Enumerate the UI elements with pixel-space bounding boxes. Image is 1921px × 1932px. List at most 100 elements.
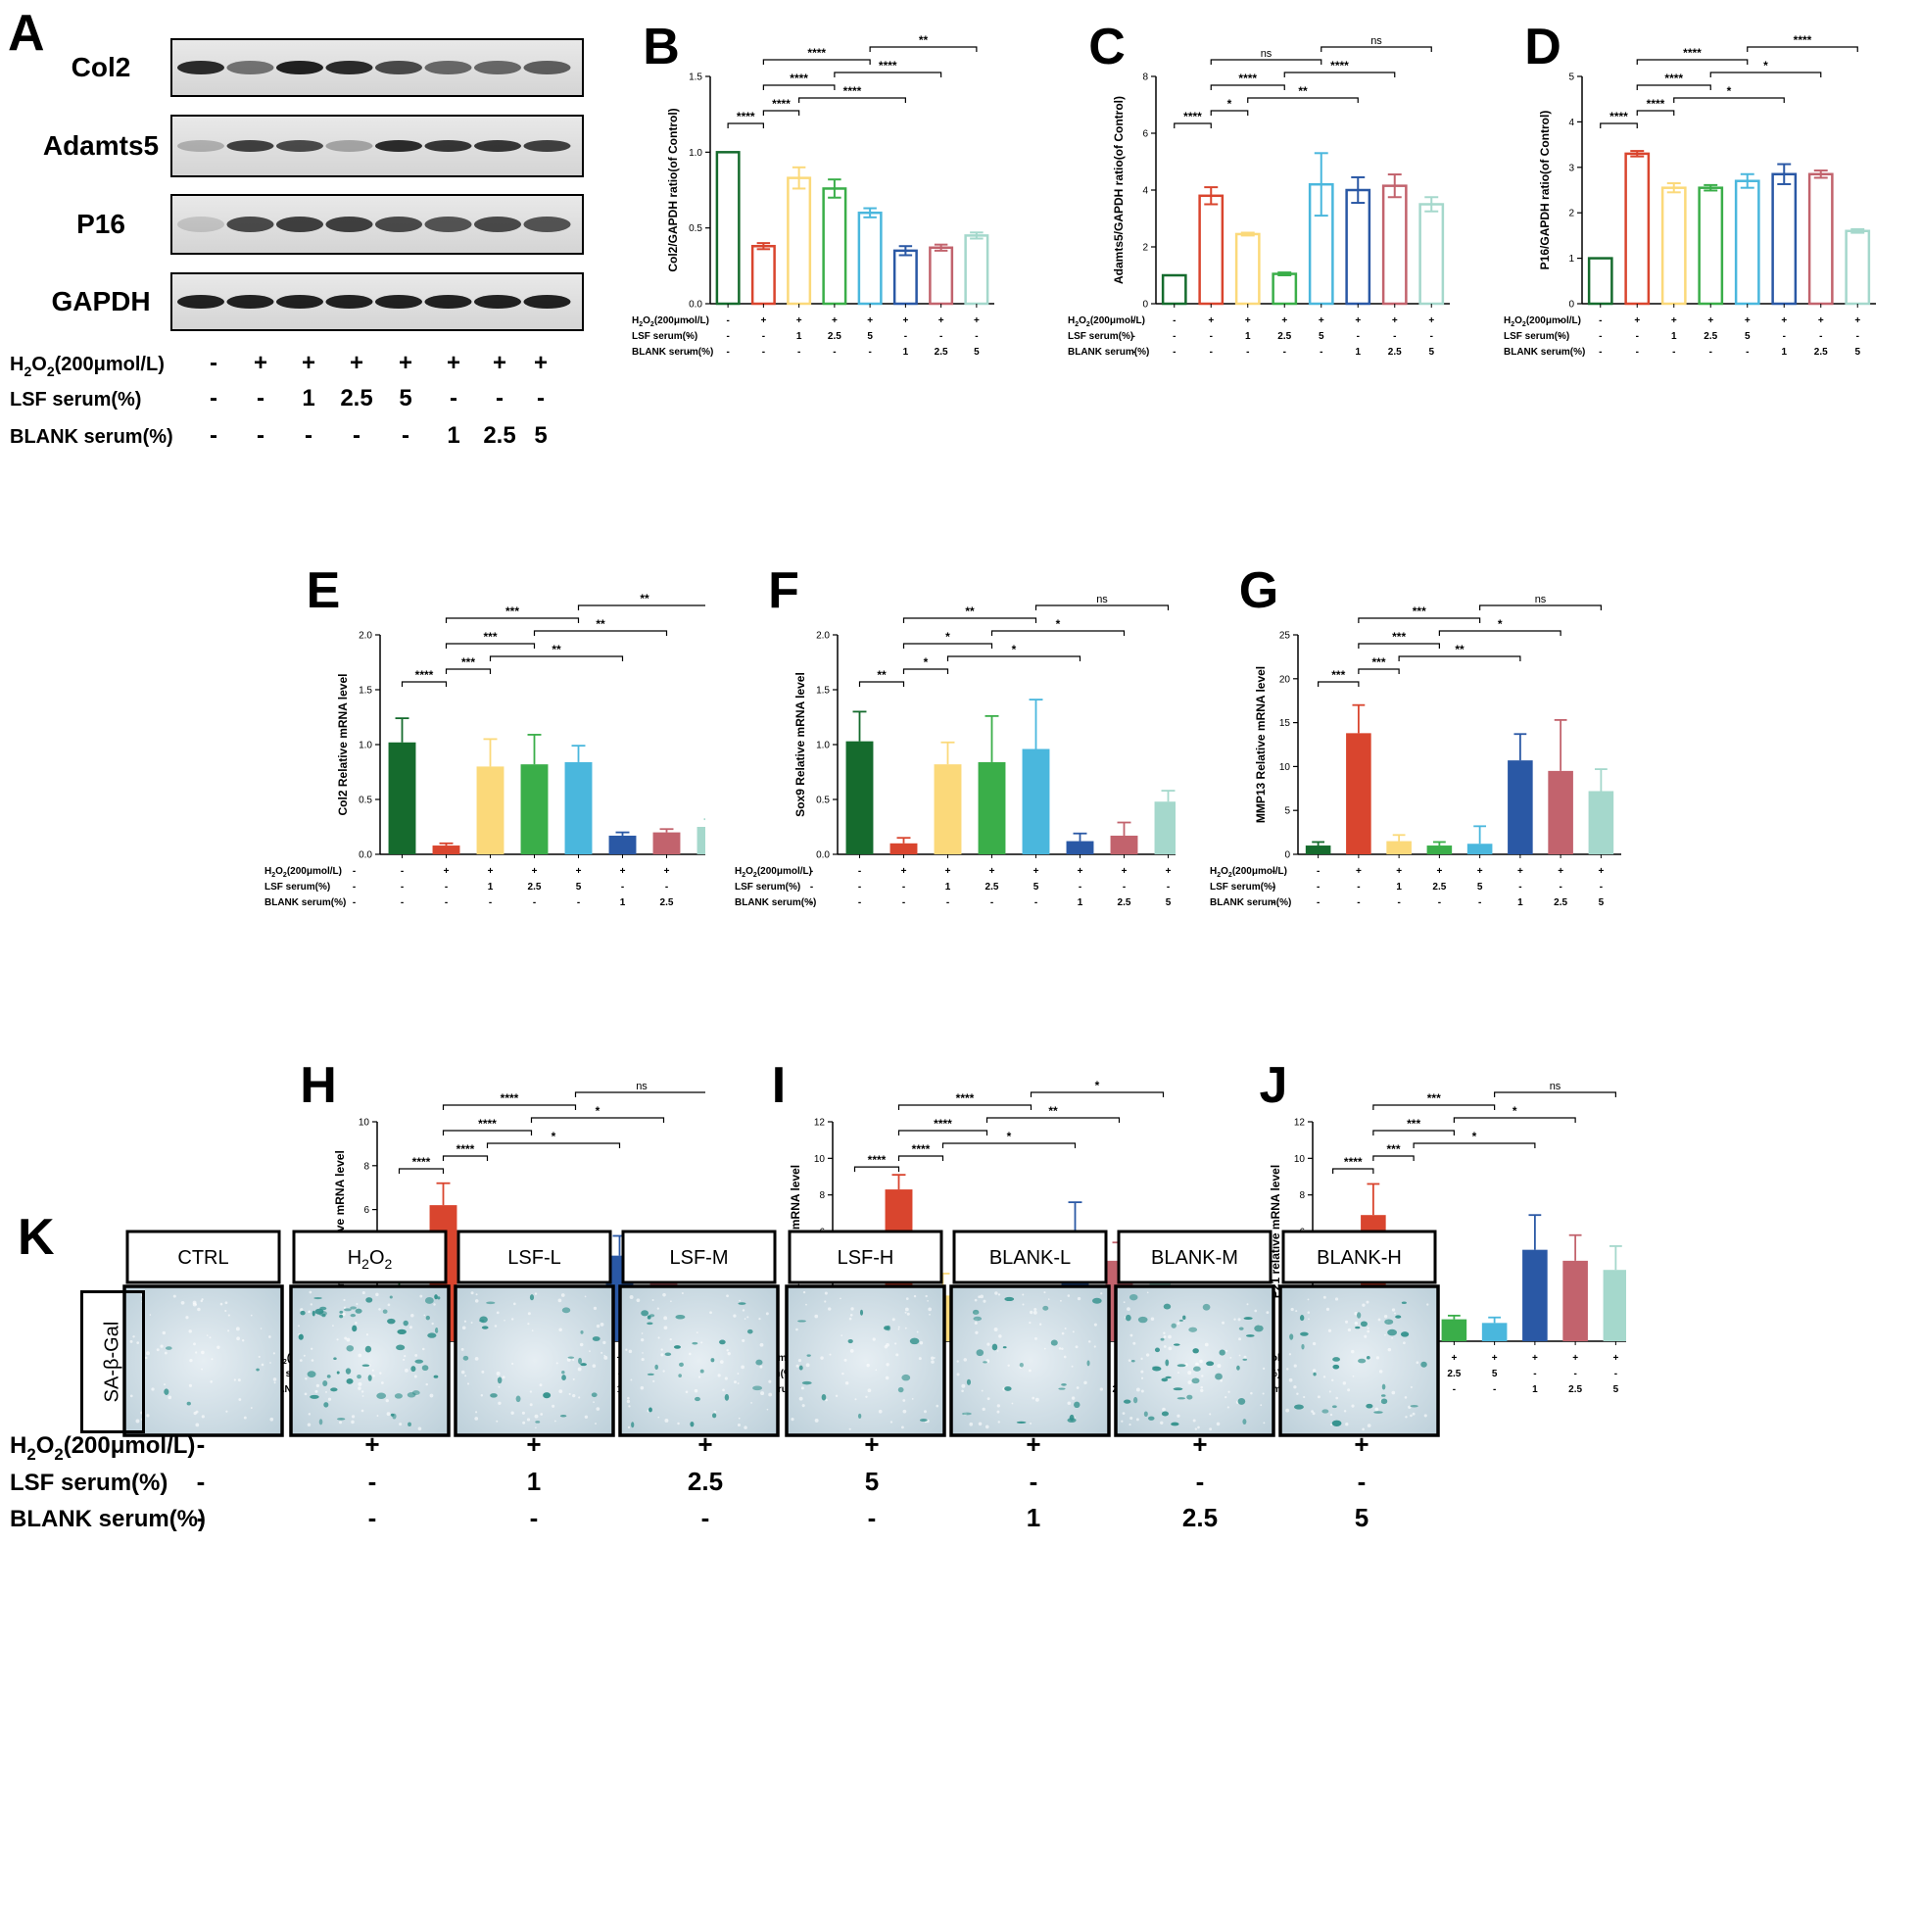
k-cond-label-h2o2: H2O2(200μmol/L) (10, 1432, 195, 1464)
table-value: - (1357, 897, 1360, 908)
table-value: + (444, 866, 450, 877)
significance-label: *** (1371, 655, 1385, 669)
k-stain-dot (580, 1330, 584, 1334)
k-cond-label-blank: BLANK serum(%) (10, 1506, 206, 1532)
k-texture-dot (1226, 1406, 1229, 1409)
k-stain-dot (397, 1328, 407, 1334)
k-texture-dot (180, 1300, 185, 1305)
table-value: - (762, 331, 765, 342)
k-texture-dot (766, 1408, 769, 1411)
k-texture-dot (1364, 1334, 1368, 1338)
y-tick-label: 0.5 (359, 796, 372, 806)
significance-bracket (897, 1155, 944, 1161)
k-texture-dot (765, 1312, 769, 1316)
significance-bracket (533, 630, 668, 636)
significance-bracket (574, 1091, 705, 1097)
k-texture-dot (904, 1307, 909, 1312)
k-texture-dot (685, 1390, 689, 1394)
y-tick-label: 0 (1568, 300, 1574, 311)
table-value: 1 (945, 882, 951, 893)
k-micrograph (1278, 1284, 1440, 1437)
k-texture-dot (1238, 1337, 1242, 1341)
k-texture-dot (521, 1411, 525, 1415)
y-tick-label: 1.5 (816, 686, 830, 697)
k-stain-dot (1171, 1422, 1179, 1426)
k-texture-dot (1038, 1323, 1042, 1326)
k-texture-dot (387, 1303, 391, 1307)
k-texture-dot (1127, 1307, 1130, 1312)
k-texture-dot (843, 1358, 847, 1362)
bar (1022, 749, 1050, 854)
k-stain-dot (1173, 1343, 1180, 1346)
k-texture-dot (243, 1416, 247, 1420)
significance-label: ** (1048, 1104, 1058, 1118)
significance-label: *** (1407, 1117, 1420, 1131)
k-texture-dot (726, 1349, 729, 1352)
panel-letter: J (1260, 1057, 1288, 1114)
k-texture-dot (1354, 1321, 1359, 1326)
k-stain-dot (1016, 1421, 1027, 1424)
k-texture-dot (993, 1327, 998, 1331)
k-texture-dot (848, 1317, 852, 1321)
k-texture-dot (522, 1421, 526, 1425)
table-value: 2.5 (828, 331, 841, 342)
k-stain-dot (857, 1413, 862, 1419)
table-value: 2.5 (1814, 347, 1828, 358)
k-texture-dot (978, 1422, 983, 1426)
table-value: + (796, 315, 802, 326)
k-texture-dot (1387, 1347, 1392, 1352)
table-value: + (1355, 315, 1361, 326)
k-texture-dot (641, 1337, 645, 1342)
significance-label: **** (1344, 1155, 1363, 1169)
k-texture-dot (872, 1337, 876, 1341)
table-value: + (1208, 315, 1214, 326)
k-texture-dot (513, 1302, 516, 1306)
k-texture-dot (1354, 1311, 1358, 1316)
k-texture-dot (904, 1327, 907, 1329)
k-texture-dot (351, 1415, 356, 1419)
k-texture-dot (168, 1395, 172, 1400)
cond-value: 5 (399, 385, 411, 411)
table-value: 1 (1245, 331, 1251, 342)
k-texture-dot (1059, 1299, 1062, 1302)
k-texture-dot (640, 1385, 645, 1390)
significance-bracket (489, 655, 624, 661)
k-texture-dot (219, 1302, 223, 1306)
k-texture-dot (474, 1299, 479, 1303)
k-texture-dot (891, 1318, 895, 1322)
k-group-label: H2O2 (348, 1247, 393, 1272)
k-stain-dot (1360, 1321, 1368, 1328)
table-label-h2o2: H2O2(200μmol/L) (1210, 866, 1287, 879)
k-texture-dot (1034, 1336, 1037, 1340)
k-texture-dot (1195, 1362, 1199, 1367)
k-texture-dot (1177, 1322, 1180, 1326)
cond-value: - (353, 422, 360, 449)
table-value: 1 (1078, 897, 1083, 908)
k-texture-dot (919, 1341, 924, 1345)
table-value: - (902, 882, 905, 893)
k-stain-dot (256, 1368, 260, 1372)
k-texture-dot (413, 1375, 417, 1378)
table-value: 1 (1671, 331, 1677, 342)
k-texture-dot (534, 1292, 538, 1295)
bar (892, 249, 918, 306)
k-stain-dot (1202, 1303, 1211, 1311)
k-texture-dot (918, 1357, 922, 1361)
k-stain-dot (1219, 1349, 1225, 1356)
k-texture-dot (663, 1326, 668, 1330)
k-texture-dot (136, 1341, 140, 1345)
k-texture-dot (558, 1328, 562, 1331)
k-texture-dot (660, 1348, 663, 1351)
k-stain-dot (1002, 1346, 1007, 1349)
k-texture-dot (1307, 1298, 1310, 1301)
significance-label: ns (1535, 594, 1547, 605)
k-texture-dot (1237, 1318, 1241, 1322)
k-texture-dot (496, 1371, 501, 1376)
k-cond-value: 5 (1355, 1503, 1369, 1532)
table-value: - (1397, 897, 1400, 908)
blot-band (177, 61, 224, 74)
table-value: - (1614, 1369, 1617, 1379)
k-texture-dot (1405, 1416, 1408, 1419)
k-texture-dot (1033, 1310, 1037, 1315)
k-stain-dot (1192, 1348, 1199, 1354)
